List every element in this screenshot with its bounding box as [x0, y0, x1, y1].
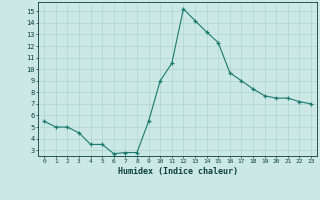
X-axis label: Humidex (Indice chaleur): Humidex (Indice chaleur): [118, 167, 238, 176]
